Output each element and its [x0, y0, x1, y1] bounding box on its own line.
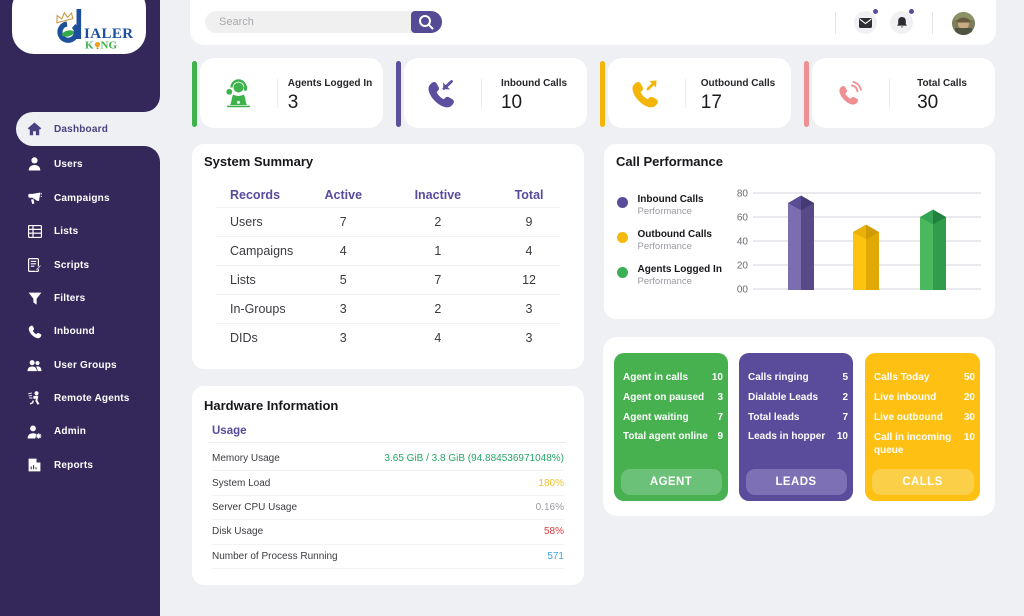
svg-text:IALER: IALER [84, 26, 134, 42]
svg-text:K: K [85, 40, 94, 52]
svg-text:80: 80 [737, 189, 749, 200]
svg-text:00: 00 [737, 285, 749, 296]
svg-text:60: 60 [737, 213, 749, 224]
svg-text:20: 20 [737, 261, 749, 272]
svg-text:40: 40 [737, 237, 749, 248]
svg-text:NG: NG [101, 40, 118, 52]
